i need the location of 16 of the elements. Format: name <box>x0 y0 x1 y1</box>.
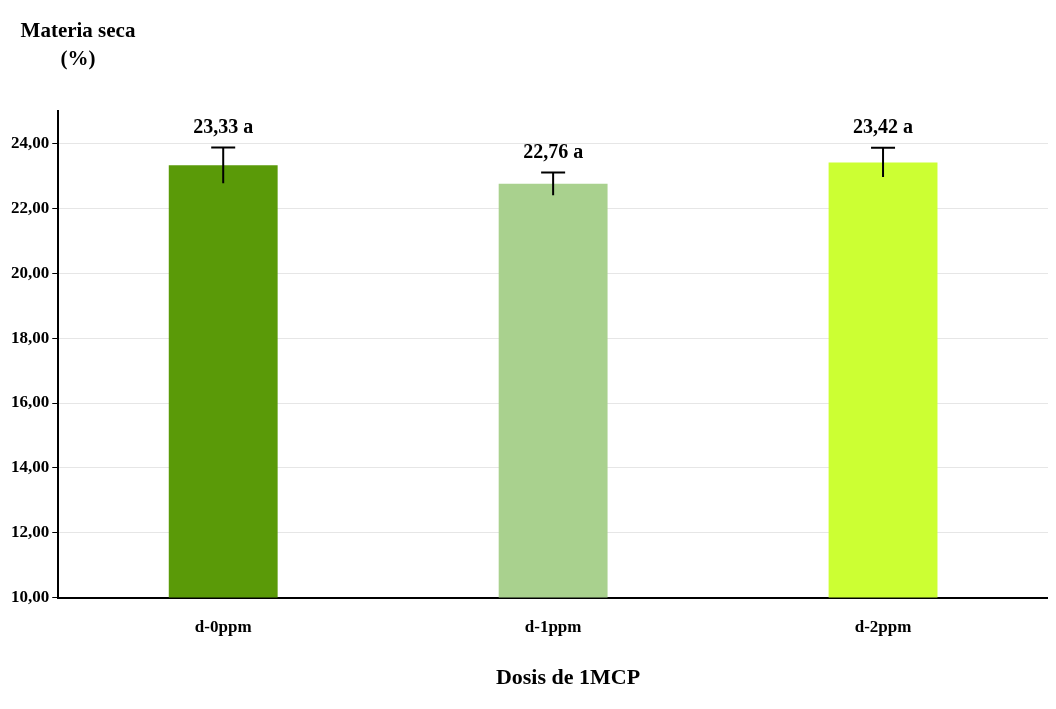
y-tick-label: 20,00 <box>11 262 50 282</box>
y-tick-label: 16,00 <box>11 392 50 412</box>
y-tick-label: 18,00 <box>11 327 50 347</box>
y-tick-label: 12,00 <box>11 522 50 542</box>
y-tick-label: 14,00 <box>11 457 50 477</box>
x-tick-label: d-2ppm <box>854 617 912 637</box>
y-axis-title: Materia seca (%) <box>19 17 137 72</box>
y-tick-label: 10,00 <box>11 586 50 606</box>
x-tick-label: d-1ppm <box>524 617 582 637</box>
data-label: 22,76 a <box>523 139 584 162</box>
x-axis-title: Dosis de 1MCP <box>494 664 642 690</box>
data-label: 23,33 a <box>193 114 254 137</box>
x-tick-label: d-0ppm <box>194 617 252 637</box>
data-label: 23,42 a <box>853 115 914 138</box>
y-tick-label: 24,00 <box>11 133 50 153</box>
y-tick-label: 22,00 <box>11 197 50 217</box>
